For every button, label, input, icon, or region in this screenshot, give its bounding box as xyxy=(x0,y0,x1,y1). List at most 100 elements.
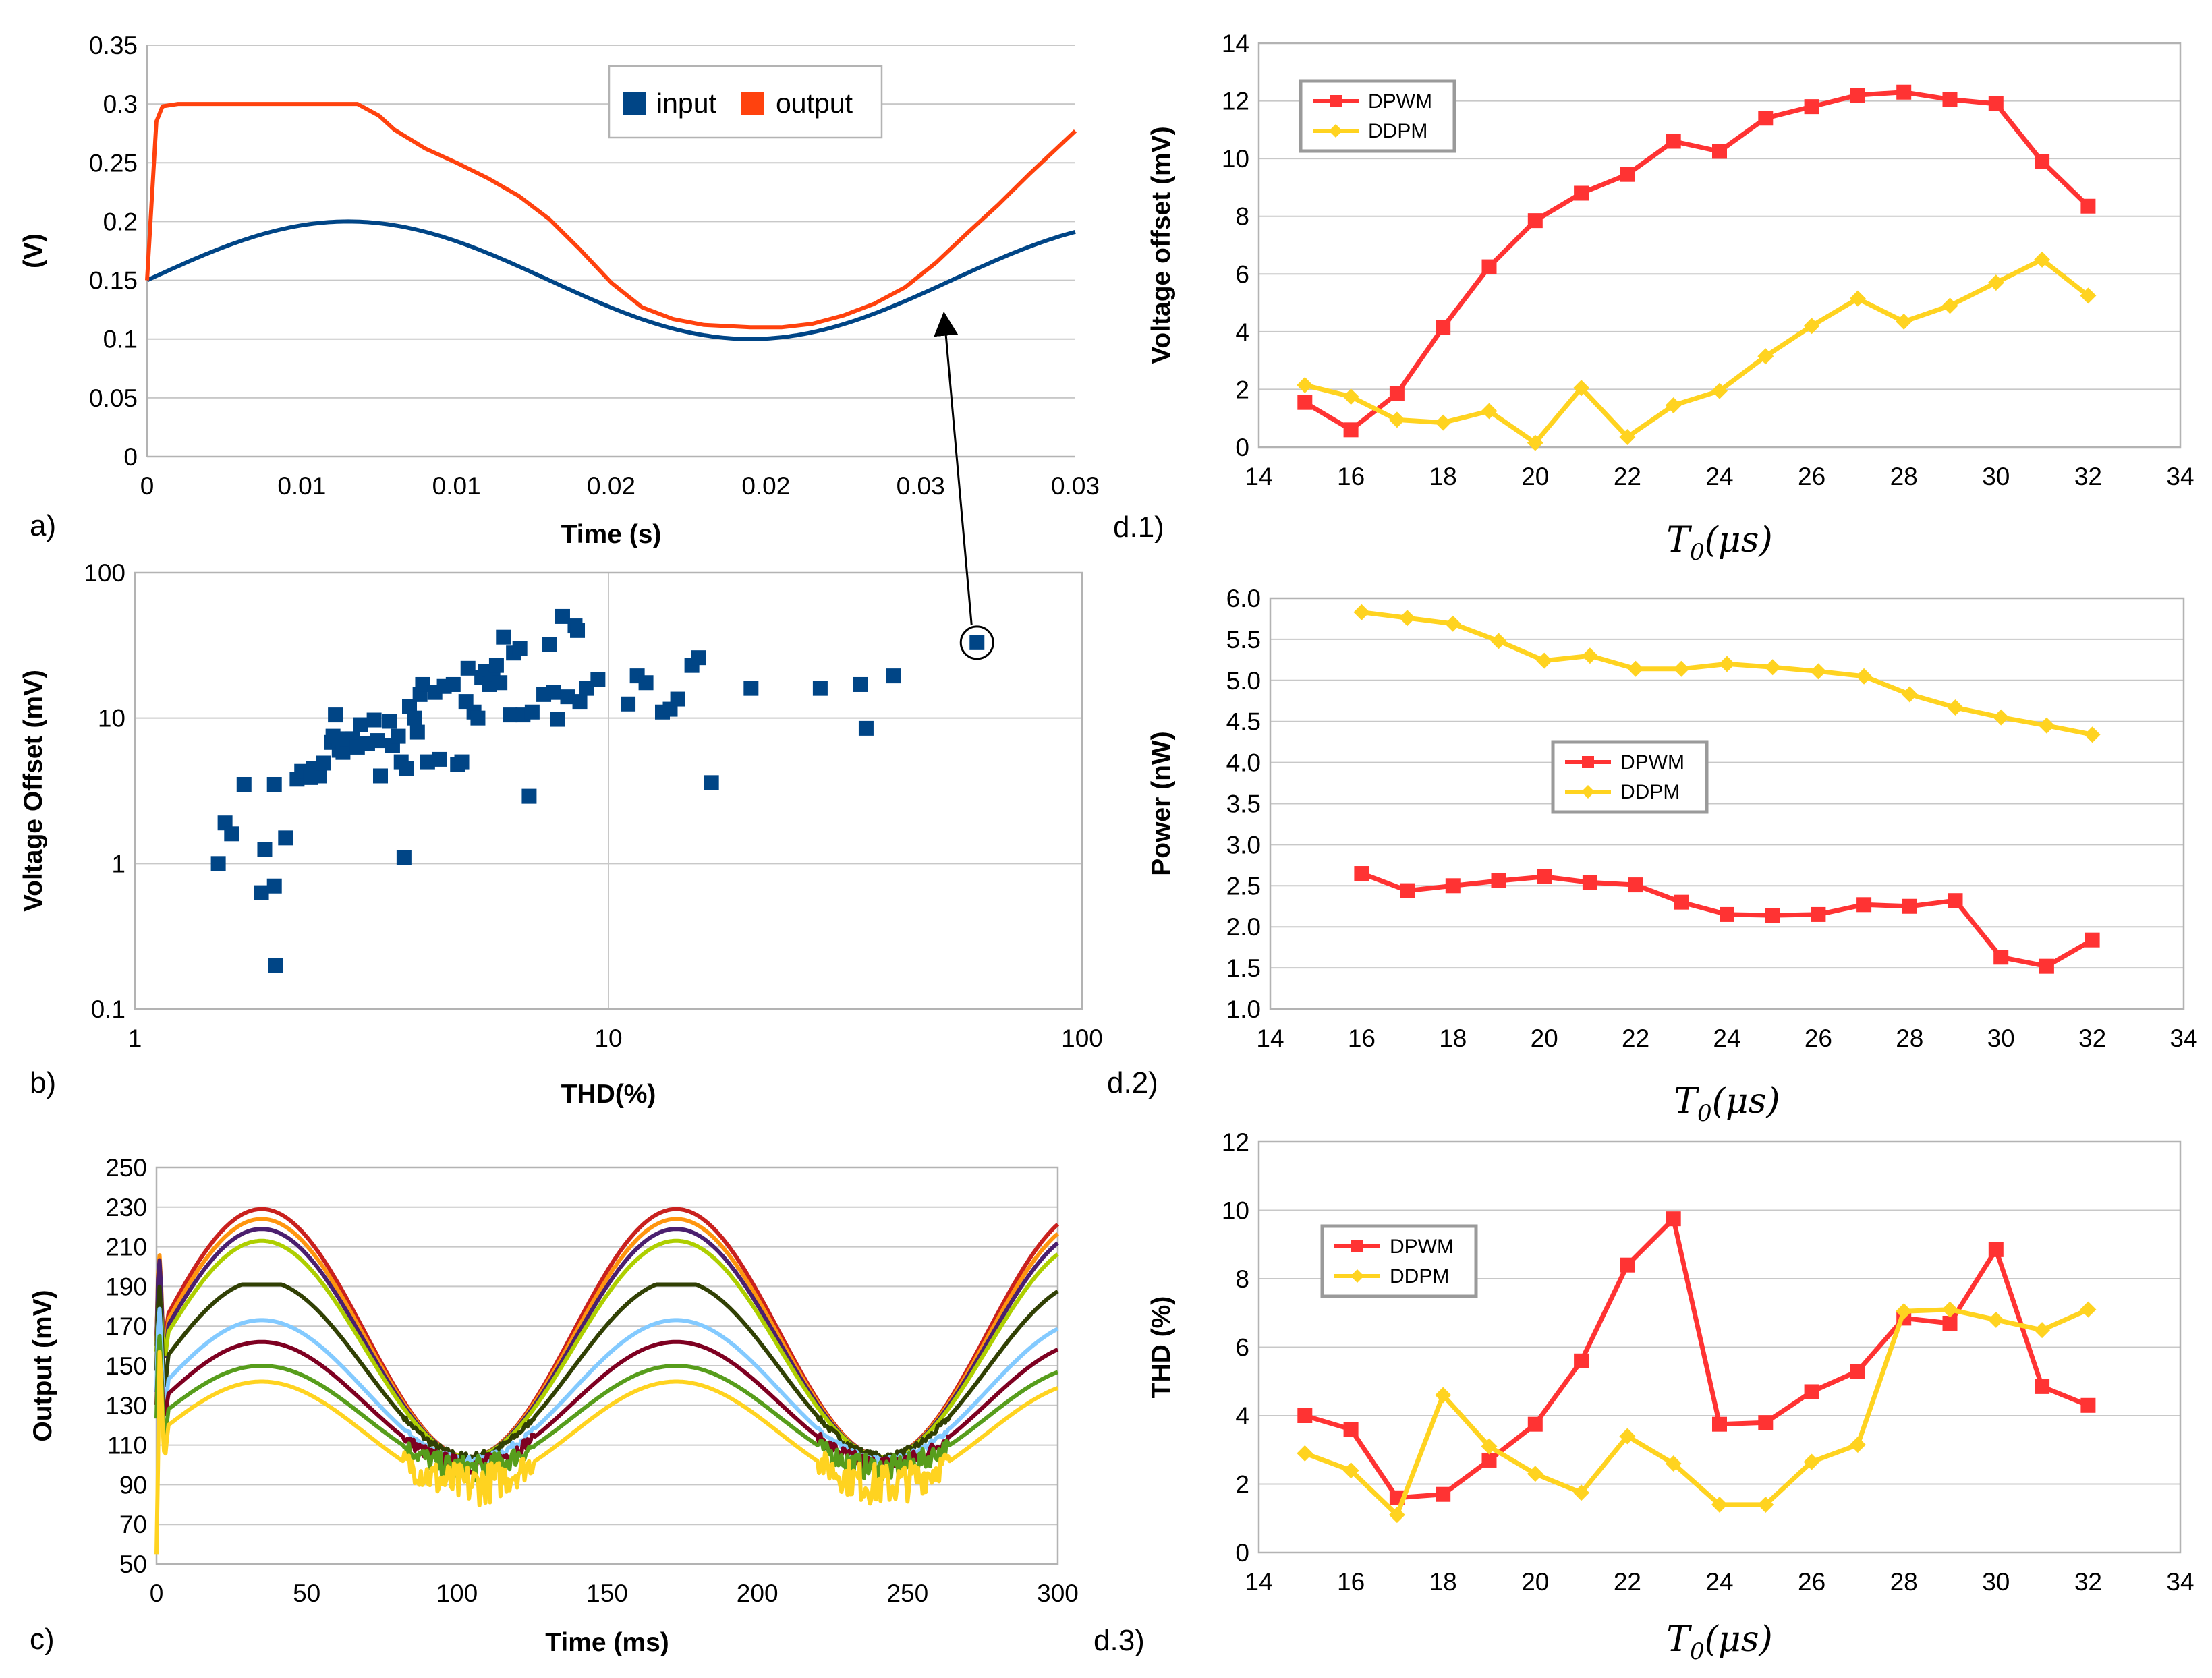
series-DDPM-marker xyxy=(1353,604,1370,620)
scatter-point xyxy=(254,885,269,900)
scatter-point xyxy=(445,676,461,692)
series-DPWM-marker xyxy=(1850,88,1865,103)
scatter-point xyxy=(257,842,273,857)
scatter-point xyxy=(704,775,719,790)
x-axis-label: THD(%) xyxy=(561,1080,656,1109)
y-axis-label: Output (mV) xyxy=(28,1290,57,1441)
legend-box xyxy=(1320,1224,1478,1298)
scatter-point xyxy=(590,672,606,687)
scatter-point xyxy=(521,788,537,804)
x-tick-label: 200 xyxy=(737,1580,778,1607)
scatter-point xyxy=(858,720,874,736)
scatter-point xyxy=(886,668,901,684)
series-DDPM-marker xyxy=(1665,397,1682,413)
y-tick-label: 14 xyxy=(1222,30,1249,57)
y-tick-label: 0.1 xyxy=(103,326,138,353)
x-tick-label: 0.01 xyxy=(432,472,481,500)
series-DDPM-marker xyxy=(1627,660,1644,677)
x-tick-label: 150 xyxy=(586,1580,628,1607)
series-DDPM-marker xyxy=(1388,411,1405,428)
series-DPWM-marker xyxy=(2080,198,2096,214)
scatter-point xyxy=(550,712,565,727)
series-DDPM-marker xyxy=(1803,318,1820,335)
y-tick-label: 130 xyxy=(105,1392,147,1420)
x-tick-label: 16 xyxy=(1348,1024,1376,1052)
annotation-arrow xyxy=(934,311,973,625)
scatter-point xyxy=(691,650,706,666)
y-tick-label: 4.5 xyxy=(1226,708,1261,736)
series-DDPM-marker xyxy=(1527,1466,1543,1482)
scatter-point xyxy=(555,608,570,624)
legend-label-DPWM: DPWM xyxy=(1368,90,1432,113)
scatter-point xyxy=(512,641,528,656)
series-DPWM-marker xyxy=(1804,1384,1819,1399)
y-tick-label: 8 xyxy=(1235,1265,1249,1293)
y-tick-label: 70 xyxy=(119,1511,147,1538)
y-tick-label: 6 xyxy=(1235,260,1249,288)
y-tick-label: 110 xyxy=(107,1432,147,1459)
x-tick-label: 0.02 xyxy=(741,472,790,500)
series-DPWM-marker xyxy=(1948,893,1963,908)
x-tick-label: 24 xyxy=(1705,1568,1733,1596)
x-tick-label: 22 xyxy=(1622,1024,1649,1052)
series-DDPM-marker xyxy=(1711,382,1728,399)
plot-frame xyxy=(1269,597,2185,1010)
series-DDPM-line xyxy=(1304,257,2090,446)
scatter-point xyxy=(353,717,368,732)
series-DPWM-marker xyxy=(2085,932,2100,948)
series-DDPM-marker xyxy=(1581,647,1598,664)
x-tick-label: 14 xyxy=(1245,463,1272,490)
series-DDPM-marker xyxy=(1342,388,1359,405)
y-tick-label: 2 xyxy=(1235,1471,1249,1499)
y-tick-label: 12 xyxy=(1222,88,1249,115)
series-DDPM-marker xyxy=(1297,1445,1313,1462)
series-line-9 xyxy=(154,1350,1059,1555)
scatter-point xyxy=(524,704,540,720)
scatter-point xyxy=(670,691,685,707)
series-DDPM-marker xyxy=(1673,660,1690,677)
scatter-point xyxy=(312,768,327,784)
series-DPWM-marker xyxy=(1712,144,1727,159)
series-DPWM-marker xyxy=(2035,1379,2050,1394)
x-tick-label: 20 xyxy=(1531,1024,1558,1052)
series-DDPM-line xyxy=(1304,1307,2089,1517)
legend-marker-DDPM xyxy=(1329,124,1342,138)
series-DPWM-line xyxy=(1303,90,2090,432)
legend-marker-DPWM xyxy=(1582,756,1594,768)
plot-frame xyxy=(1257,1140,2182,1554)
x-tick-label: 18 xyxy=(1429,1568,1457,1596)
scatter-point xyxy=(432,751,447,767)
x-tick-label: 250 xyxy=(886,1580,928,1607)
series-DDPM-marker xyxy=(1481,1438,1498,1455)
x-tick-label: 1 xyxy=(128,1024,142,1052)
y-tick-label: 5.5 xyxy=(1226,626,1261,654)
plot-frame xyxy=(134,571,1083,1010)
series-DPWM-marker xyxy=(1758,111,1774,126)
series-DDPM-marker xyxy=(2080,1301,2097,1318)
series-DDPM-marker xyxy=(1896,313,1912,330)
series-DPWM-marker xyxy=(1297,1408,1313,1423)
scatter-point xyxy=(492,675,508,691)
series-DDPM-marker xyxy=(1619,1428,1636,1445)
series-DDPM-marker xyxy=(1388,1507,1405,1524)
series-DDPM-marker xyxy=(1987,274,2004,291)
scatter-point xyxy=(638,675,654,691)
legend: DPWM DDPM xyxy=(1299,79,1456,153)
panel-label: a) xyxy=(30,509,56,542)
y-tick-label: 90 xyxy=(119,1471,147,1499)
x-tick-label: 28 xyxy=(1890,463,1918,490)
legend-box xyxy=(1299,79,1456,153)
series-DPWM-marker xyxy=(1896,84,1912,100)
y-tick-label: 0.25 xyxy=(89,149,138,177)
legend-swatch-output xyxy=(741,92,764,115)
x-axis-label: T0(μs) xyxy=(1666,520,1772,566)
scatter-point xyxy=(743,681,759,696)
y-tick-label: 170 xyxy=(105,1312,147,1340)
series-DPWM-marker xyxy=(1758,1415,1774,1430)
scatter-point xyxy=(266,878,282,894)
scatter-point xyxy=(402,699,418,714)
y-tick-label: 0.15 xyxy=(89,267,138,295)
y-tick-label: 10 xyxy=(98,705,125,732)
y-axis-label: (V) xyxy=(19,233,48,268)
